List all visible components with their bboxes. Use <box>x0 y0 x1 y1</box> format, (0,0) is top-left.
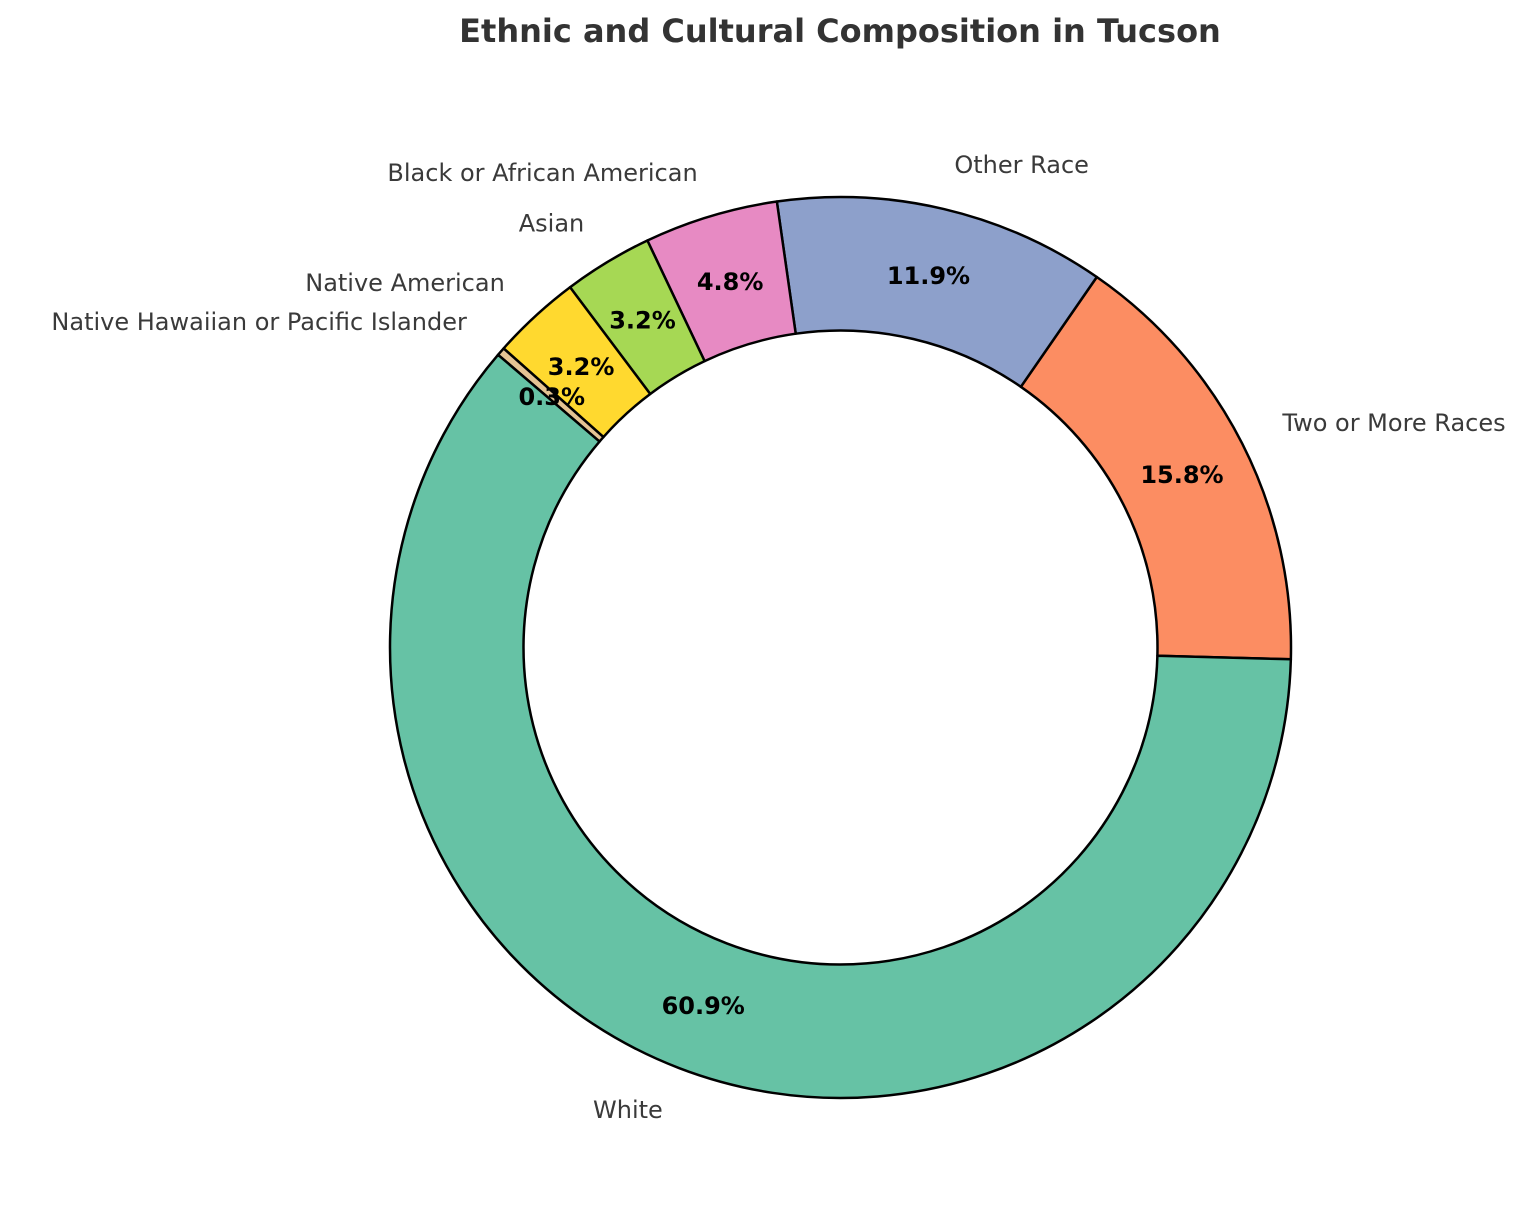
percentage-label: 4.8% <box>697 268 764 296</box>
donut-slices <box>388 195 1293 1100</box>
category-label: White <box>593 1096 663 1124</box>
category-label: Native American <box>305 269 505 297</box>
category-label: Two or More Races <box>1281 409 1505 437</box>
slice-labels: Two or More Races Other Race Black or Afri… <box>51 151 1505 1124</box>
slice-white <box>388 353 1293 1100</box>
percentage-label: 3.2% <box>609 307 676 335</box>
category-label: Black or African American <box>387 159 697 187</box>
percentage-label: 11.9% <box>887 262 970 290</box>
percentage-label: 3.2% <box>548 353 615 381</box>
category-label: Other Race <box>954 151 1089 179</box>
percentage-label: 0.3% <box>518 383 585 411</box>
percentage-label: 60.9% <box>662 992 745 1020</box>
chart-title: Ethnic and Cultural Composition in Tucso… <box>459 12 1221 50</box>
percentage-label: 15.8% <box>1140 461 1223 489</box>
category-label: Asian <box>519 209 585 237</box>
percentage-labels: 15.8%11.9%4.8%3.2%3.2%0.3%60.9% <box>518 262 1223 1020</box>
category-label: Native Hawaiian or Pacific Islander <box>51 308 467 336</box>
